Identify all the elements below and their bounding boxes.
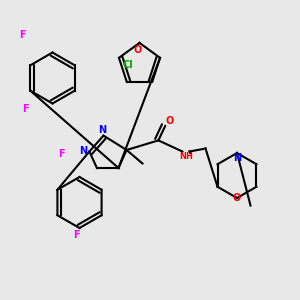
Text: F: F [58,148,65,159]
Text: F: F [19,29,26,40]
Text: N: N [98,125,106,135]
Text: Cl: Cl [123,60,134,70]
Text: NH: NH [180,152,194,161]
Text: N: N [79,146,87,157]
Text: O: O [134,44,142,55]
Text: F: F [73,230,80,240]
Text: O: O [233,193,241,203]
Text: F: F [22,103,29,114]
Text: N: N [233,153,241,164]
Text: O: O [166,116,174,126]
